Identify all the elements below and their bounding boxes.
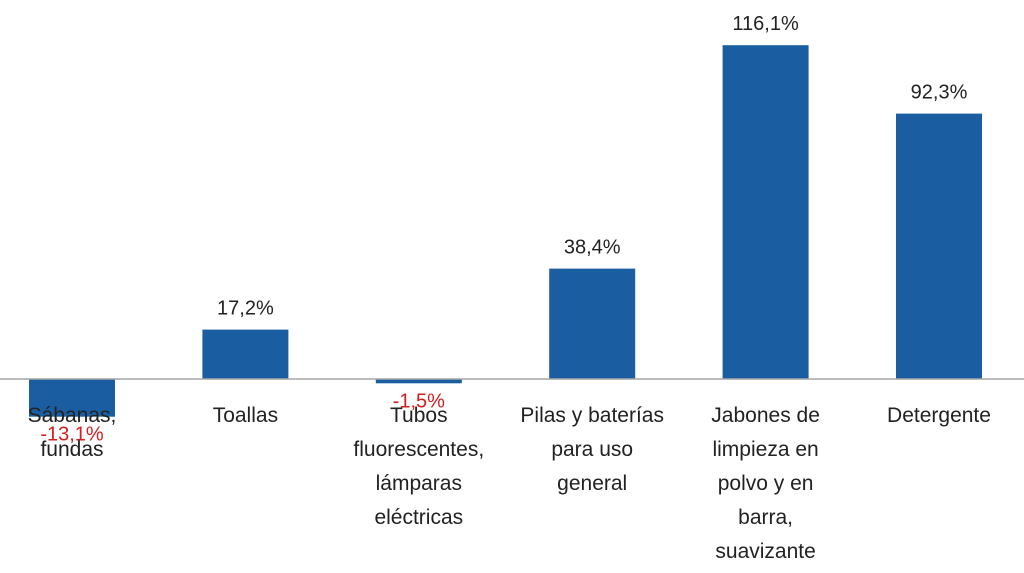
bar-3 — [549, 268, 636, 379]
value-label-3: 38,4% — [564, 237, 621, 259]
category-label-1: Toallas — [213, 404, 278, 427]
category-label-0-line-0: Sábanas, — [28, 404, 117, 427]
bar-0 — [29, 379, 115, 417]
bar-2 — [375, 379, 462, 384]
category-label-3: Pilas y baterías para uso general — [520, 404, 664, 495]
category-label-2: Tubos fluorescentes, lámparas eléctricas — [353, 404, 484, 529]
category-label-1-line-0: Toallas — [213, 404, 278, 427]
category-label-4-line-1: limpieza en — [712, 438, 818, 461]
category-label-2-line-0: Tubos — [390, 404, 448, 427]
category-label-0: Sábanas, fundas — [28, 404, 117, 461]
category-label-5: Detergente — [887, 404, 991, 427]
category-label-2-line-3: eléctricas — [374, 506, 463, 529]
category-label-3-line-2: general — [557, 472, 627, 495]
category-label-2-line-2: lámparas — [376, 472, 462, 495]
category-label-5-line-0: Detergente — [887, 404, 991, 427]
category-label-4-line-2: polvo y en — [718, 472, 814, 495]
category-label-0-line-1: fundas — [40, 438, 103, 461]
bars-group — [29, 45, 982, 417]
value-label-4: 116,1% — [732, 13, 799, 35]
value-label-0: -13,1% — [40, 424, 104, 446]
category-label-3-line-1: para uso — [551, 438, 633, 461]
category-label-2-line-1: fluorescentes, — [353, 438, 484, 461]
category-label-3-line-0: Pilas y baterías — [520, 404, 664, 427]
value-labels-group: -13,1% 17,2% -1,5% 38,4% 116,1% 92,3% — [40, 13, 967, 446]
bar-4 — [722, 45, 809, 379]
value-label-2: -1,5% — [393, 390, 445, 412]
category-label-4-line-4: suavizante — [715, 540, 815, 563]
category-label-4-line-3: barra, — [738, 506, 793, 529]
value-label-5: 92,3% — [911, 82, 968, 104]
bar-1 — [202, 329, 289, 379]
category-label-4-line-0: Jabones de — [711, 404, 820, 427]
category-label-4: Jabones de limpieza en polvo y en barra, sua… — [711, 404, 820, 563]
category-labels-group: Sábanas, fundas Toallas Tubos fluorescentes,… — [28, 404, 991, 563]
value-label-1: 17,2% — [217, 298, 274, 320]
bar-5 — [896, 113, 982, 379]
